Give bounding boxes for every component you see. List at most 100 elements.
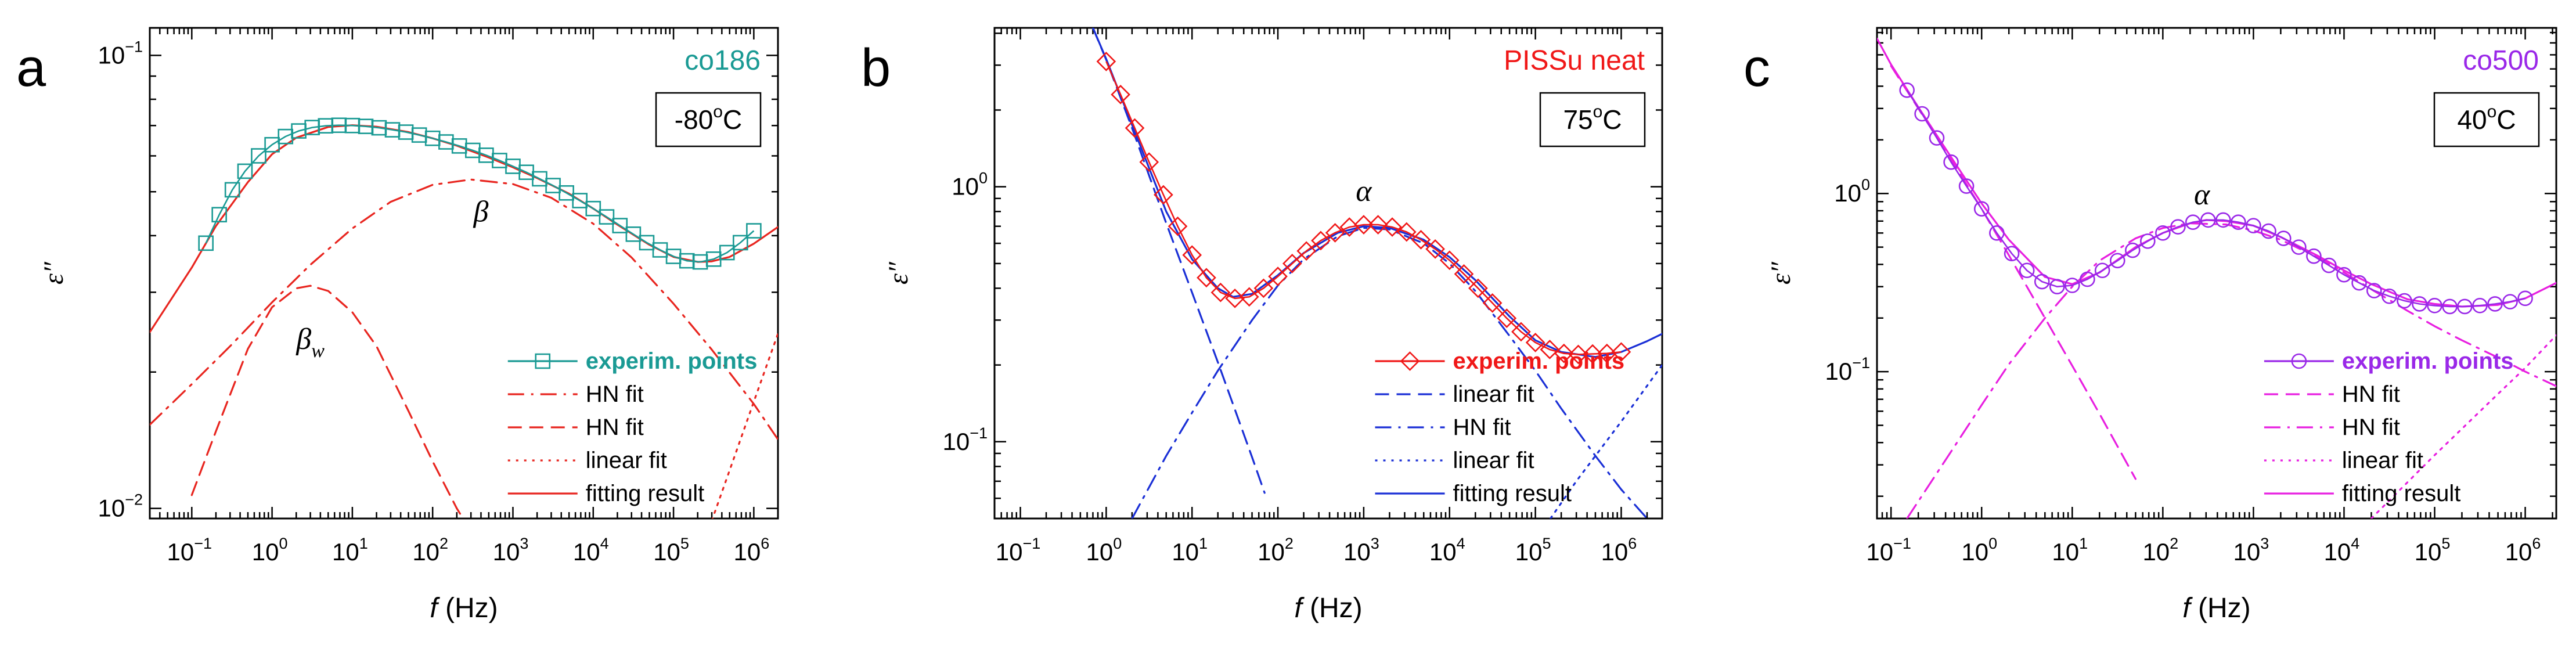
legend-entry-label: linear fit [1453,448,1534,473]
plot-frame [149,27,779,520]
data-point [2291,239,2307,255]
data-point [2019,262,2035,279]
legend-marker [1400,351,1420,371]
data-point [1525,333,1545,352]
data-point [1111,85,1130,105]
data-point [1568,344,1588,365]
series-line-hn-fit-1 [150,178,778,441]
legend: experim. points linear fit HN fit linear fi… [1375,348,1625,506]
y-tick-label: 100 [952,170,988,200]
data-point [1554,343,1574,363]
x-tick-label: 103 [2233,535,2269,566]
data-point [1296,241,1317,261]
data-point [2427,297,2442,314]
x-tick-label: 101 [1172,535,1208,566]
data-point [211,207,227,223]
data-point [237,163,253,179]
legend-entry-label: linear fit [586,448,667,473]
data-point [2155,225,2171,241]
temperature-box: 40oC [2433,92,2540,147]
x-axis-label: f (Hz) [2182,593,2250,624]
data-point [1943,154,1959,170]
x-tick-label: 102 [2142,535,2178,566]
data-point [1253,278,1274,298]
data-point [1311,231,1331,251]
x-tick-label: 100 [1961,535,1997,566]
legend: experim. points HN fit HN fit linear fit fit… [507,348,757,506]
x-axis-label: f (Hz) [430,593,498,624]
data-point [2231,214,2246,230]
x-tick-label: 101 [2052,535,2088,566]
legend-entry-label: fitting result [586,481,705,506]
legend-marker [535,353,551,369]
data-point [1540,340,1560,359]
legend-entry-label: HN fit [2342,415,2400,440]
legend-entry-label: linear fit [2342,448,2423,473]
data-point [2351,275,2367,291]
x-tick-label: 105 [653,535,689,566]
data-point [2321,257,2337,273]
series-line-linear-fit-3 [2370,334,2556,518]
data-point [2140,233,2156,249]
x-tick-label: 102 [412,535,448,566]
data-point [2064,278,2080,293]
data-point [2502,294,2518,309]
data-point [1225,289,1245,308]
data-point [2034,273,2050,290]
temperature-label: -80oC [675,102,742,135]
legend-entry-label: experim. points [1453,348,1625,374]
data-point [1210,282,1231,303]
data-point [198,235,214,251]
data-point [612,218,628,233]
sample-label: co500 [2463,45,2539,76]
x-tick-label: 106 [1601,535,1637,566]
data-point [1282,254,1302,273]
data-point [2412,296,2427,312]
chart-panel-b: 10−1 100 101 102 103 104 105 106 10−1 100 f (Hz) ε″… [861,27,1663,624]
x-tick-label: 105 [1515,535,1551,566]
data-point [2246,218,2261,233]
data-point [2215,212,2231,228]
data-point [1583,344,1602,364]
sample-label: PISSu neat [1504,45,1645,76]
data-point [1325,223,1345,243]
data-point [1268,267,1288,286]
peak-label: βw [296,323,325,362]
x-tick-label: 104 [573,535,609,566]
data-point [2004,246,2020,262]
data-point [585,200,601,217]
legend-entry-label: fitting result [1453,481,1572,506]
data-point [719,244,735,261]
data-point [1511,322,1531,342]
data-point [2397,293,2412,309]
data-point [572,193,588,208]
panel-letter: c [1743,38,1770,98]
chart-panel-c: 10−1 100 101 102 103 104 105 106 10−1 100 f (Hz) ε″… [1743,27,2557,624]
temperature-label: 75oC [1563,102,1622,135]
data-point [2382,288,2397,304]
sample-label: co186 [684,45,761,76]
data-point [2170,219,2186,235]
data-point [2049,279,2065,295]
data-point [2261,223,2276,239]
series-line-experim-points [1105,61,1622,355]
data-point [1139,152,1159,172]
x-tick-label: 104 [2324,535,2360,566]
data-point [1482,293,1503,313]
legend: experim. points HN fit HN fit linear fit fit… [2264,348,2514,506]
temperature-box: -80oC [655,92,762,147]
legend-entry-label: HN fit [586,415,644,440]
legend-entry-label: HN fit [2342,381,2400,407]
series-line-hn-fit-2 [190,285,464,518]
data-point [1439,250,1460,271]
legend-marker [2291,353,2307,369]
y-tick-label: 10−1 [98,38,143,69]
y-axis-label: ε″ [883,261,914,285]
x-tick-label: 100 [252,535,288,566]
plot-frame [993,27,1663,520]
data-point [1354,215,1374,235]
y-tick-label: 10−1 [1825,354,1870,385]
data-point [1454,264,1474,284]
data-point [746,223,762,239]
y-tick-label: 10−1 [942,424,988,455]
